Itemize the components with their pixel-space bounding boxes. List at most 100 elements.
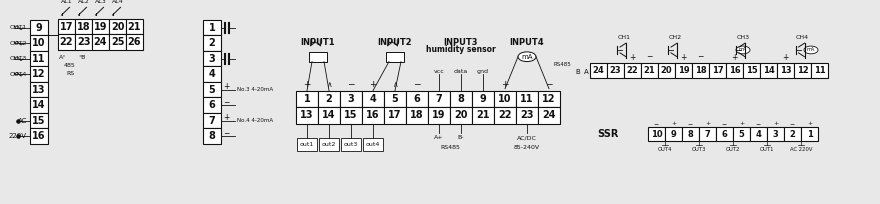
Text: CH2: CH2	[669, 35, 682, 40]
Text: OUT4: OUT4	[10, 72, 27, 77]
Text: 9: 9	[671, 130, 677, 139]
Bar	[203, 35, 221, 51]
Text: +: +	[782, 53, 788, 62]
Text: 1: 1	[807, 130, 812, 139]
Bar	[296, 107, 318, 124]
Text: 21: 21	[643, 66, 656, 75]
Text: gnd: gnd	[477, 69, 489, 74]
Bar	[30, 35, 48, 51]
Text: humidity sensor: humidity sensor	[426, 45, 495, 54]
Bar	[126, 19, 143, 34]
Ellipse shape	[804, 46, 818, 54]
Text: 25: 25	[111, 37, 124, 47]
Bar	[362, 107, 384, 124]
Text: AL2: AL2	[77, 0, 90, 4]
Bar	[801, 128, 818, 141]
Text: 6: 6	[722, 130, 728, 139]
Text: OUT4: OUT4	[657, 147, 672, 152]
Text: CH1: CH1	[618, 35, 630, 40]
Bar	[75, 34, 92, 50]
Text: 12: 12	[542, 94, 556, 104]
Text: 10: 10	[33, 38, 46, 48]
Text: 20: 20	[661, 66, 672, 75]
Bar	[340, 91, 362, 107]
Text: 3: 3	[348, 94, 355, 104]
Text: +: +	[629, 53, 635, 62]
Bar	[699, 128, 716, 141]
Bar	[406, 107, 428, 124]
Text: 24: 24	[592, 66, 605, 75]
Bar	[203, 129, 221, 144]
Text: OUT1: OUT1	[10, 25, 27, 30]
Bar	[450, 91, 472, 107]
Text: 8: 8	[687, 130, 693, 139]
Text: mA: mA	[739, 48, 747, 52]
Text: OUT2: OUT2	[726, 147, 740, 152]
Bar	[767, 128, 784, 141]
Bar	[109, 19, 126, 34]
Bar	[494, 107, 516, 124]
Text: 4: 4	[756, 130, 761, 139]
Text: 2: 2	[209, 38, 216, 48]
Bar	[318, 91, 340, 107]
Text: out3: out3	[344, 142, 358, 147]
Text: AL3: AL3	[95, 0, 106, 4]
Text: A+: A+	[434, 135, 444, 140]
Text: 13: 13	[780, 66, 791, 75]
Bar	[494, 91, 516, 107]
Bar	[726, 63, 743, 78]
Text: 1: 1	[209, 23, 216, 33]
Bar	[58, 34, 75, 50]
Text: No.4 4-20mA: No.4 4-20mA	[237, 118, 273, 123]
Bar	[203, 98, 221, 113]
Text: −: −	[688, 122, 693, 126]
Bar	[386, 52, 404, 62]
Text: B-: B-	[458, 135, 465, 140]
Bar	[30, 20, 48, 35]
Bar	[362, 91, 384, 107]
Bar	[92, 19, 109, 34]
Bar	[777, 63, 794, 78]
Text: 11: 11	[814, 66, 825, 75]
Bar	[607, 63, 624, 78]
Text: 5: 5	[209, 85, 216, 95]
Text: −: −	[790, 122, 796, 126]
Bar	[472, 107, 494, 124]
Text: 17: 17	[712, 66, 723, 75]
Text: °B: °B	[78, 55, 85, 60]
Text: 13: 13	[33, 85, 46, 95]
Text: 23: 23	[610, 66, 621, 75]
Bar	[75, 19, 92, 34]
Text: out1: out1	[300, 142, 314, 147]
Text: out4: out4	[366, 142, 380, 147]
Text: 7: 7	[705, 130, 710, 139]
Bar	[665, 128, 682, 141]
Text: 8: 8	[458, 94, 465, 104]
Text: 16: 16	[33, 131, 46, 141]
Text: SSR: SSR	[598, 129, 619, 139]
Bar	[692, 63, 709, 78]
Text: 9: 9	[480, 94, 487, 104]
Text: +: +	[223, 82, 230, 91]
Text: A: A	[583, 69, 589, 75]
Text: −: −	[223, 98, 230, 107]
Text: 220V: 220V	[9, 133, 27, 139]
Text: +: +	[370, 80, 377, 89]
Bar	[733, 128, 750, 141]
Text: 5: 5	[738, 130, 744, 139]
Text: 7: 7	[436, 94, 443, 104]
Text: 8: 8	[209, 131, 216, 141]
Bar	[203, 51, 221, 67]
Text: 3: 3	[773, 130, 779, 139]
Text: 485: 485	[64, 63, 76, 68]
Text: +: +	[671, 122, 676, 126]
Bar	[92, 34, 109, 50]
Text: 21: 21	[128, 22, 142, 32]
Text: 18: 18	[77, 22, 91, 32]
Bar	[709, 63, 726, 78]
Ellipse shape	[736, 46, 750, 54]
Text: 23: 23	[77, 37, 91, 47]
Text: 6: 6	[209, 100, 216, 110]
Text: +: +	[304, 80, 311, 89]
Text: AC 220V: AC 220V	[789, 147, 812, 152]
